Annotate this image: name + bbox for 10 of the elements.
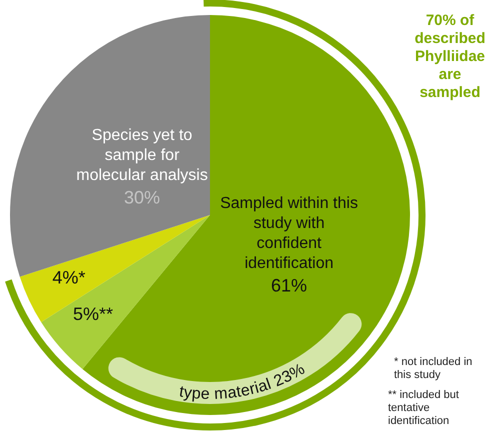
data-label: 4%* xyxy=(52,267,86,288)
data-label: 30% xyxy=(124,188,160,208)
text: type material 23% xyxy=(178,360,308,404)
slice-label: Sampled within this study with confident identification xyxy=(220,194,358,272)
text: 70% of described Phylliidae are sampled xyxy=(414,12,486,102)
slice-label: Species yet to sample for molecular analysis xyxy=(76,127,208,184)
text: ** included but tentative identification xyxy=(388,389,460,428)
text: * not included in this study xyxy=(394,356,474,382)
data-label: 5%** xyxy=(72,304,113,324)
data-label: 61% xyxy=(271,275,308,296)
